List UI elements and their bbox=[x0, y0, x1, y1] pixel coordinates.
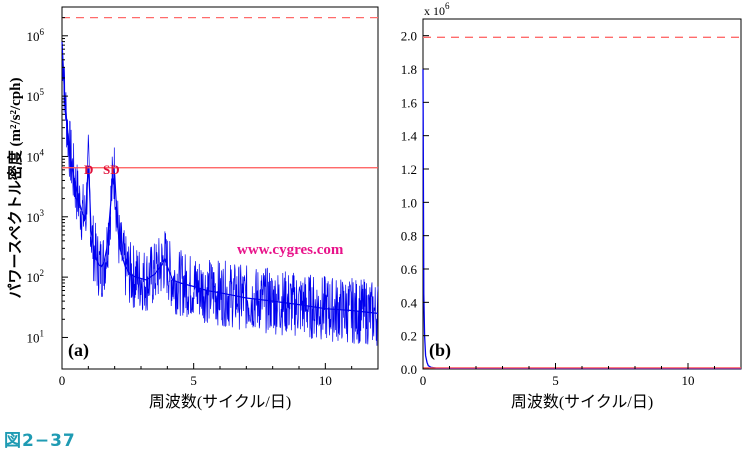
panel-a-y-tick-label-3: 104 bbox=[27, 147, 45, 164]
panel-b-y-tick-label-8: 1.6 bbox=[401, 95, 418, 110]
panel-a-xlabel: 周波数(サイクル/日) bbox=[149, 393, 291, 411]
annotation-sd: SD bbox=[103, 162, 120, 177]
panel-a-y-tick-label-4: 105 bbox=[27, 87, 45, 104]
panel-b-y-tick-label-0: 0.0 bbox=[401, 362, 417, 377]
panel-a-y-tick-label-5: 106 bbox=[27, 27, 45, 44]
panel-b-x-tick-label-2: 10 bbox=[682, 373, 695, 388]
annotation-d: D bbox=[84, 162, 93, 177]
panel-a-y-tick-label-2: 103 bbox=[27, 208, 45, 225]
panel-b-y-tick-label-2: 0.4 bbox=[401, 295, 418, 310]
panel-b-frame bbox=[422, 18, 742, 370]
panel-b-multiplier-exp: 6 bbox=[445, 1, 450, 11]
panel-a-series-line bbox=[61, 41, 379, 314]
panel-a-y-tick-label-0: 101 bbox=[27, 328, 45, 345]
panel-a-ylabel: パワースペクトル密度 (m²/s²/cph) bbox=[6, 78, 24, 299]
panel-a-y-ticks: 101 102 103 104 105 106 bbox=[27, 6, 68, 345]
panel-b-y-tick-label-1: 0.2 bbox=[401, 329, 417, 344]
panel-b-y-tick-label-9: 1.8 bbox=[401, 62, 417, 77]
panel-b-multiplier: x 106 bbox=[424, 1, 450, 18]
panel-b-x-tick-label-1: 5 bbox=[552, 373, 559, 388]
panel-b-y-ticks: 0.0 0.2 0.4 0.6 0.8 1.0 1.2 1.4 1.6 1.8 2.0 bbox=[401, 29, 429, 377]
panel-a-x-tick-label-1: 5 bbox=[190, 373, 197, 388]
figure-caption: 図2−37 bbox=[4, 431, 76, 451]
panel-a-x-tick-label-2: 10 bbox=[319, 373, 332, 388]
panel-a-label: (a) bbox=[68, 340, 89, 361]
panel-b-y-tick-label-4: 0.8 bbox=[401, 229, 417, 244]
panel-b-y-tick-label-5: 1.0 bbox=[401, 195, 417, 210]
panel-b-xlabel: 周波数(サイクル/日) bbox=[511, 393, 653, 411]
panel-b-multiplier-base: x 10 bbox=[424, 4, 445, 18]
panel-b-y-tick-label-7: 1.4 bbox=[401, 129, 418, 144]
panel-a-frame bbox=[61, 6, 379, 370]
panel-a-series-group bbox=[61, 41, 379, 346]
panel-a-reference-lines bbox=[62, 16, 378, 169]
panel-a-series-noise bbox=[61, 42, 379, 346]
panel-a: 0 5 10 101 102 103 104 105 106 (a) D SD www.cyg… bbox=[6, 6, 379, 411]
panel-b-y-tick-label-6: 1.2 bbox=[401, 162, 417, 177]
panel-b-x-ticks: 0 5 10 bbox=[420, 363, 715, 388]
panel-a-y-tick-label-1: 102 bbox=[27, 268, 45, 285]
panel-b-x-tick-label-0: 0 bbox=[420, 373, 427, 388]
panel-b: 0 5 10 0.0 0.2 0.4 0.6 0.8 1.0 1.2 1.4 1.6 1.8 2.0 x… bbox=[401, 1, 742, 411]
panel-b-y-tick-label-3: 0.6 bbox=[401, 262, 418, 277]
panel-b-label: (b) bbox=[429, 340, 451, 361]
watermark: www.cygres.com bbox=[237, 242, 344, 258]
panel-b-y-tick-label-10: 2.0 bbox=[401, 29, 417, 44]
panel-a-x-tick-label-0: 0 bbox=[59, 373, 66, 388]
panel-a-x-ticks: 0 5 10 bbox=[59, 363, 353, 388]
